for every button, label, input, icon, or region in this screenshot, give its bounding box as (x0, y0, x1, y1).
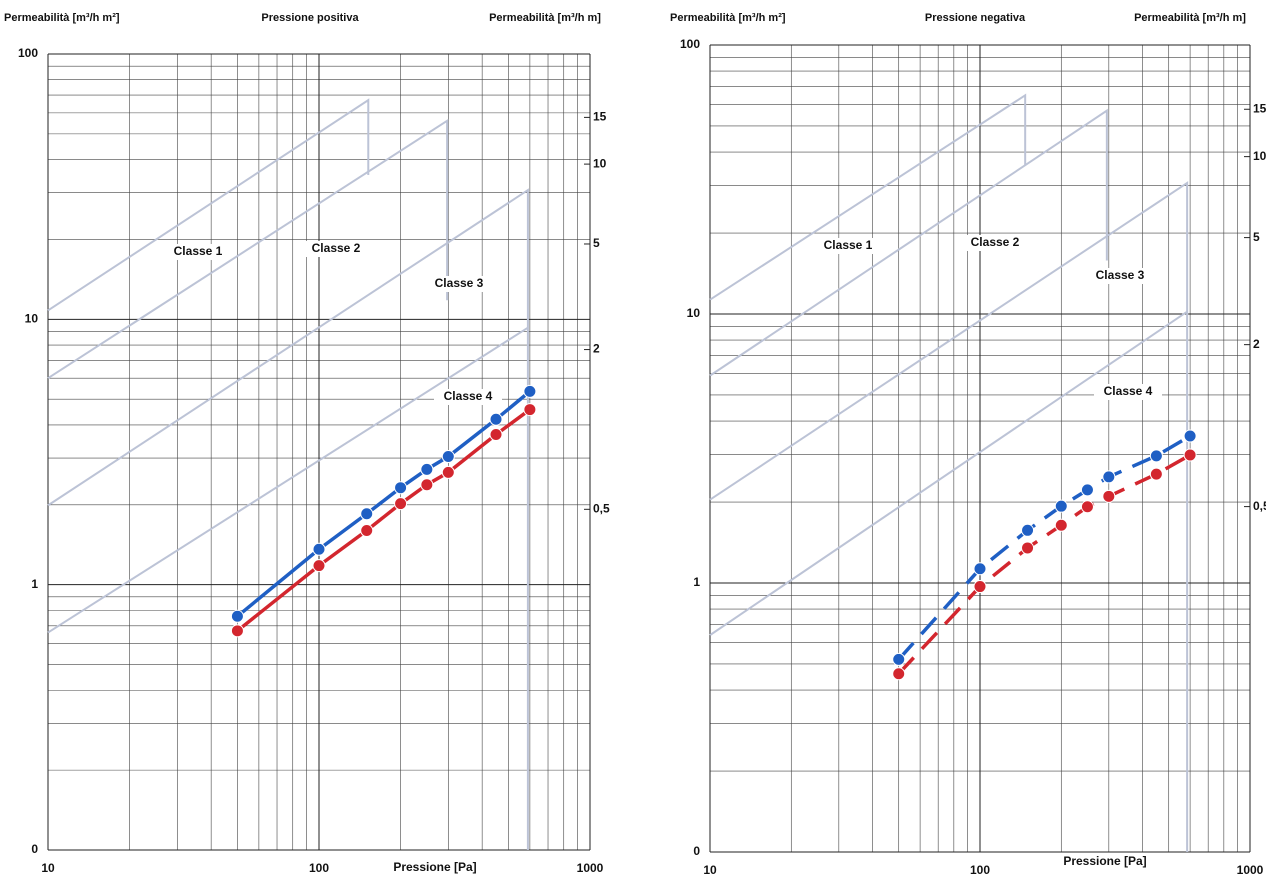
data-point (1149, 467, 1163, 481)
y2-tick-label: 0,5 (593, 501, 610, 515)
y-tick-label: 10 (25, 312, 39, 326)
data-line (897, 434, 1191, 661)
data-point (360, 507, 374, 521)
class-label: Classe 4 (1104, 384, 1153, 398)
x-tick-label: 10 (703, 863, 717, 875)
data-point (973, 580, 987, 594)
class-label: Classe 3 (435, 276, 484, 290)
data-point (230, 609, 244, 623)
y-axis-label: Permeabilità [m³/h m²] (4, 12, 120, 24)
data-point (394, 481, 408, 495)
data-point (230, 624, 244, 638)
data-line (236, 408, 531, 633)
y-tick-label: 1 (693, 575, 700, 589)
data-point (1102, 470, 1116, 484)
y2-axis-label: Permeabilità [m³/h m] (489, 12, 601, 24)
data-point (523, 403, 537, 417)
class-label: Classe 4 (444, 389, 493, 403)
class-label: Classe 2 (971, 235, 1020, 249)
y2-tick-label: 2 (593, 342, 600, 356)
chart: 10 100 1000 0 1 10 100 0,5 2 5 10 15 Classe 1 Classe … (4, 12, 610, 875)
data-point (973, 562, 987, 576)
x-label-bg (390, 860, 480, 875)
data-point (523, 384, 537, 398)
class-label-bg (302, 241, 370, 257)
y-tick-label: 0 (31, 842, 38, 856)
chart-title: Pressione negativa (925, 12, 1026, 24)
class-line (47, 118, 449, 380)
class-label: Classe 2 (312, 241, 361, 255)
chart-title: Pressione positiva (261, 12, 359, 24)
data-point (441, 465, 455, 479)
class-label: Classe 3 (1096, 268, 1145, 282)
data-point (1080, 500, 1094, 514)
data-point (1102, 489, 1116, 503)
class-label-bg (164, 244, 232, 260)
y2-tick-label: 5 (1253, 230, 1260, 244)
data-point (489, 428, 503, 442)
data-point (441, 450, 455, 464)
class-line (709, 310, 1188, 636)
chart: 10 100 1000 0 1 10 100 0,5 2 5 10 15 Classe 1 Classe … (670, 12, 1266, 875)
y-tick-label: 0 (693, 844, 700, 858)
y2-tick-label: 10 (1253, 149, 1266, 163)
data-point (1021, 523, 1035, 537)
data-point (1149, 449, 1163, 463)
class-label-bg (1094, 384, 1162, 400)
y-tick-label: 100 (18, 46, 38, 60)
class-line (47, 98, 370, 312)
y2-tick-label: 10 (593, 156, 607, 170)
x-tick-label: 10 (41, 861, 55, 875)
class-label-bg (434, 389, 502, 405)
class-label-bg (1086, 268, 1154, 284)
class-line (709, 108, 1108, 377)
data-point (892, 667, 906, 681)
y2-tick-label: 15 (1253, 101, 1266, 115)
class-line (47, 326, 529, 634)
x-tick-label: 1000 (577, 861, 604, 875)
data-line (236, 390, 531, 618)
x-label-bg (1060, 854, 1150, 870)
data-point (1183, 448, 1197, 462)
y2-tick-label: 0,5 (1253, 499, 1266, 513)
x-axis-label: Pressione [Pa] (393, 860, 476, 874)
data-point (1054, 499, 1068, 513)
data-point (360, 524, 374, 538)
y2-tick-label: 15 (593, 110, 607, 124)
class-line (709, 181, 1189, 852)
data-point (312, 559, 326, 573)
data-line (897, 453, 1191, 675)
class-label: Classe 1 (824, 238, 873, 252)
class-label-bg (814, 238, 882, 254)
data-point (1183, 429, 1197, 443)
data-point (312, 542, 326, 556)
class-line (709, 93, 1027, 301)
data-point (420, 478, 434, 492)
x-tick-label: 100 (309, 861, 329, 875)
x-tick-label: 100 (970, 863, 990, 875)
data-point (1080, 483, 1094, 497)
data-point (1021, 541, 1035, 555)
x-tick-label: 1000 (1237, 863, 1264, 875)
data-point (892, 652, 906, 666)
y2-axis-label: Permeabilità [m³/h m] (1134, 12, 1246, 24)
class-label: Classe 1 (174, 244, 223, 258)
data-point (420, 462, 434, 476)
y-tick-label: 100 (680, 37, 700, 51)
y-axis-label: Permeabilità [m³/h m²] (670, 12, 786, 24)
y2-tick-label: 5 (593, 236, 600, 250)
y-tick-label: 10 (687, 306, 701, 320)
x-axis-label: Pressione [Pa] (1063, 854, 1146, 868)
class-line (47, 188, 529, 850)
class-label-bg (425, 276, 493, 292)
y-tick-label: 1 (31, 577, 38, 591)
data-point (489, 412, 503, 426)
data-point (1054, 518, 1068, 532)
class-label-bg (961, 235, 1029, 251)
y2-tick-label: 2 (1253, 337, 1260, 351)
data-point (394, 497, 408, 511)
